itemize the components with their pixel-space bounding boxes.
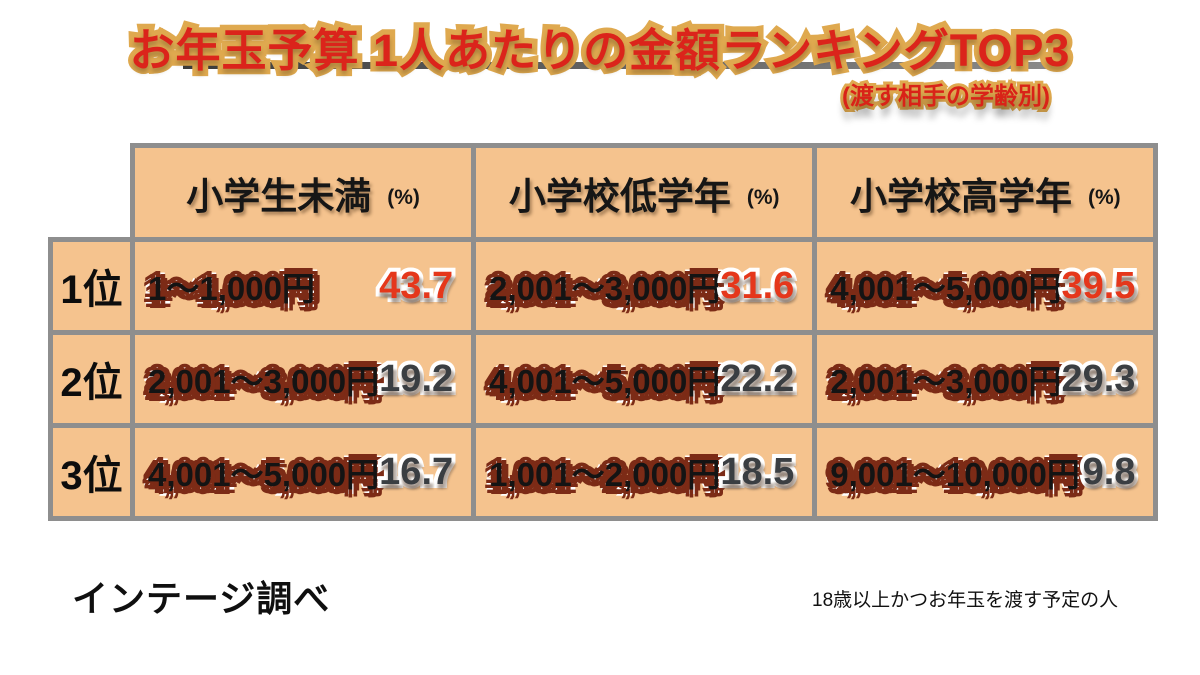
column-header-upper-elementary: 小学校高学年 (%) [812,143,1159,242]
column-header-label: 小学校高学年 [850,175,1073,217]
column-header-under-elementary: 小学生未満 (%) [129,143,477,242]
table-header-row: 小学生未満 (%) 小学校低学年 (%) 小学校高学年 (%) [50,143,1159,242]
table-cell: 9,001〜10,000円 9.8 [812,423,1159,521]
source-credit: インテージ調べ [72,578,331,619]
percent-value: 29.3 [1057,354,1139,404]
amount-range: 2,001〜3,000円 [826,359,1066,405]
table-cell: 4,001〜5,000円 39.5 [812,237,1159,335]
corner-empty-cell [50,145,133,240]
table-cell: 1,001〜2,000円 18.5 [471,423,818,521]
percent-value: 22.2 [716,354,798,404]
rank-label: 2位 [48,330,135,428]
column-header-label: 小学生未満 [186,175,372,217]
percent-unit-label: (%) [387,185,420,209]
table-cell: 4,001〜5,000円 16.7 [129,423,477,521]
table-row-rank3: 3位 4,001〜5,000円 16.7 1,001〜2,000円 18.5 9… [48,423,1159,521]
ranking-table: 小学生未満 (%) 小学校低学年 (%) 小学校高学年 (%) 1位 1〜1,0… [48,143,1159,521]
amount-range: 4,001〜5,000円 [143,452,383,498]
percent-value: 19.2 [375,354,457,404]
column-header-label: 小学校低学年 [508,175,731,217]
amount-range: 9,001〜10,000円 [826,452,1084,498]
table-cell: 2,001〜3,000円 31.6 [471,237,818,335]
percent-unit-label: (%) [746,185,780,209]
title-underline-bar [183,62,1053,69]
page-title: お年玉予算 1人あたりの金額ランキングTOP3 [124,20,1075,82]
amount-range: 2,001〜3,000円 [485,266,725,312]
page-subtitle: (渡す相手の学齢別) [839,80,1053,113]
percent-value: 18.5 [716,447,798,497]
amount-range: 2,001〜3,000円 [143,359,383,405]
table-cell: 2,001〜3,000円 19.2 [129,330,477,428]
amount-range: 1,001〜2,000円 [485,452,725,498]
column-header-lower-elementary: 小学校低学年 (%) [471,143,818,242]
survey-note: 18歳以上かつお年玉を渡す予定の人 [812,590,1119,611]
percent-value: 39.5 [1057,261,1139,311]
percent-value: 31.6 [716,261,798,311]
table-row-rank1: 1位 1〜1,000円 43.7 2,001〜3,000円 31.6 4,001… [48,237,1159,335]
table-row-rank2: 2位 2,001〜3,000円 19.2 4,001〜5,000円 22.2 2… [48,330,1159,428]
amount-range: 4,001〜5,000円 [485,359,725,405]
rank-label: 3位 [48,423,135,521]
percent-unit-label: (%) [1088,185,1121,209]
percent-value: 16.7 [375,447,457,497]
amount-range: 1〜1,000円 [144,266,320,312]
amount-range: 4,001〜5,000円 [826,266,1066,312]
table-cell: 2,001〜3,000円 29.3 [812,330,1159,428]
table-cell: 1〜1,000円 43.7 [129,237,477,335]
percent-value: 9.8 [1079,447,1140,497]
table-cell: 4,001〜5,000円 22.2 [471,330,818,428]
rank-label: 1位 [48,237,135,335]
percent-value: 43.7 [375,261,457,311]
